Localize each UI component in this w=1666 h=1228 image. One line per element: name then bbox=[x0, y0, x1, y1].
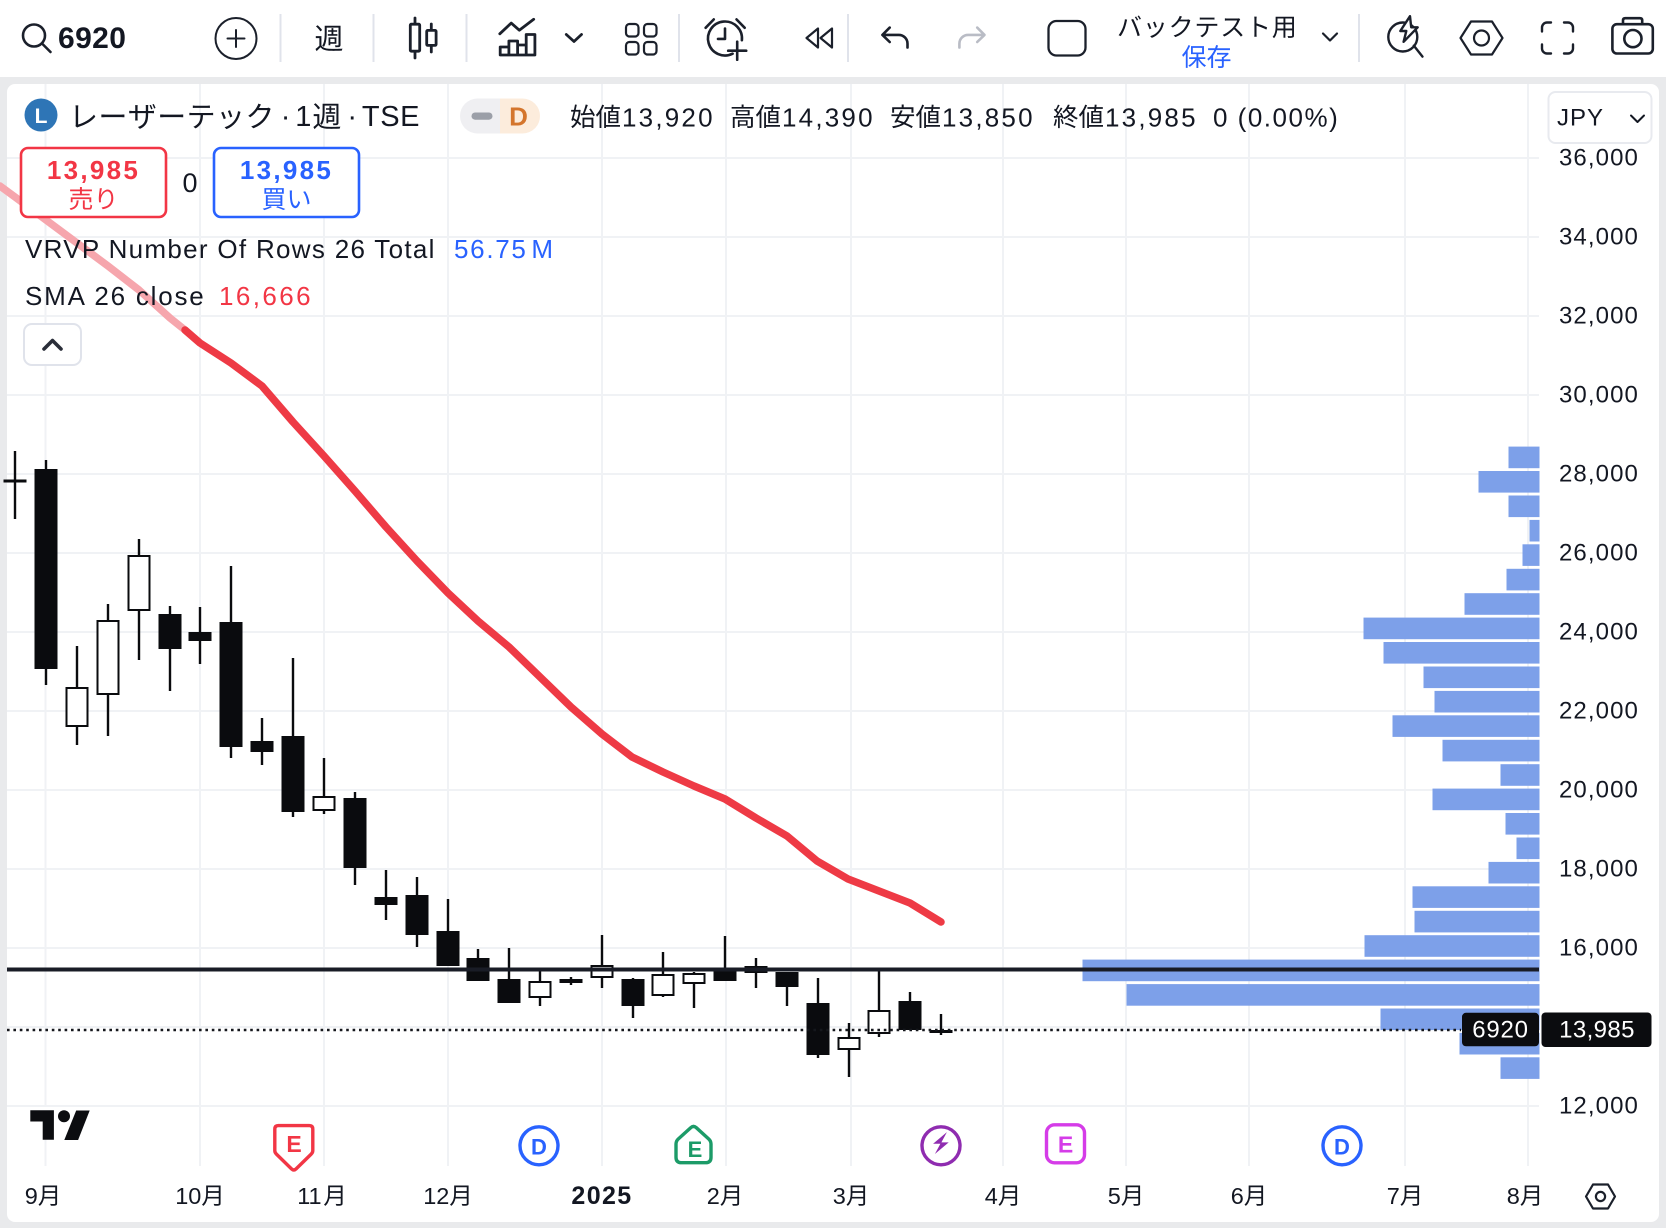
svg-text:32,000: 32,000 bbox=[1559, 303, 1639, 330]
svg-text:11: 11 bbox=[297, 1183, 321, 1209]
svg-text:16,000: 16,000 bbox=[1559, 935, 1639, 962]
svg-text:D: D bbox=[531, 1134, 547, 1159]
svg-text:0: 0 bbox=[182, 168, 197, 198]
svg-text:5: 5 bbox=[1108, 1183, 1121, 1209]
svg-text:14,390: 14,390 bbox=[782, 103, 875, 133]
svg-text:56.75 M: 56.75 M bbox=[454, 234, 555, 264]
svg-text:7: 7 bbox=[1387, 1183, 1400, 1209]
svg-text:E: E bbox=[688, 1137, 703, 1162]
svg-text:34,000: 34,000 bbox=[1559, 224, 1639, 251]
svg-text:3: 3 bbox=[833, 1183, 846, 1209]
svg-text:12,000: 12,000 bbox=[1559, 1093, 1639, 1120]
svg-text:18,000: 18,000 bbox=[1559, 856, 1639, 883]
svg-text:13,850: 13,850 bbox=[942, 103, 1035, 133]
svg-text:TSE: TSE bbox=[362, 101, 420, 133]
svg-text:VRVP Number Of Rows 26 Total: VRVP Number Of Rows 26 Total bbox=[25, 234, 436, 264]
svg-text:D: D bbox=[509, 102, 528, 132]
svg-text:·: · bbox=[347, 101, 357, 133]
svg-text:E: E bbox=[1058, 1131, 1073, 1157]
svg-text:6920: 6920 bbox=[58, 22, 126, 55]
svg-text:6: 6 bbox=[1231, 1183, 1244, 1209]
svg-text:1: 1 bbox=[295, 101, 311, 133]
svg-text:9: 9 bbox=[25, 1183, 38, 1209]
svg-text:13,985: 13,985 bbox=[1105, 103, 1198, 133]
svg-text:28,000: 28,000 bbox=[1559, 461, 1639, 488]
svg-text:16,666: 16,666 bbox=[219, 281, 313, 311]
svg-text:·: · bbox=[281, 101, 291, 133]
svg-text:22,000: 22,000 bbox=[1559, 698, 1639, 725]
svg-text:8: 8 bbox=[1507, 1183, 1520, 1209]
svg-text:13,985: 13,985 bbox=[240, 155, 333, 185]
svg-text:20,000: 20,000 bbox=[1559, 777, 1639, 804]
svg-text:13,985: 13,985 bbox=[47, 155, 140, 185]
svg-text:12: 12 bbox=[423, 1183, 449, 1209]
svg-text:10: 10 bbox=[175, 1183, 201, 1209]
svg-text:13,920: 13,920 bbox=[622, 103, 715, 133]
svg-text:26,000: 26,000 bbox=[1559, 540, 1639, 567]
svg-text:E: E bbox=[286, 1131, 301, 1157]
svg-text:L: L bbox=[35, 105, 48, 128]
svg-text:6920: 6920 bbox=[1472, 1017, 1529, 1044]
svg-text:SMA 26 close: SMA 26 close bbox=[25, 281, 206, 311]
svg-text:13,985: 13,985 bbox=[1559, 1017, 1635, 1044]
svg-text:4: 4 bbox=[985, 1183, 998, 1209]
svg-text:30,000: 30,000 bbox=[1559, 382, 1639, 409]
svg-text:24,000: 24,000 bbox=[1559, 619, 1639, 646]
svg-text:0 (0.00%): 0 (0.00%) bbox=[1213, 103, 1339, 133]
svg-text:2025: 2025 bbox=[571, 1182, 632, 1210]
svg-text:36,000: 36,000 bbox=[1559, 145, 1639, 172]
svg-text:JPY: JPY bbox=[1557, 105, 1604, 132]
svg-text:D: D bbox=[1334, 1134, 1350, 1159]
svg-text:2: 2 bbox=[707, 1183, 720, 1209]
